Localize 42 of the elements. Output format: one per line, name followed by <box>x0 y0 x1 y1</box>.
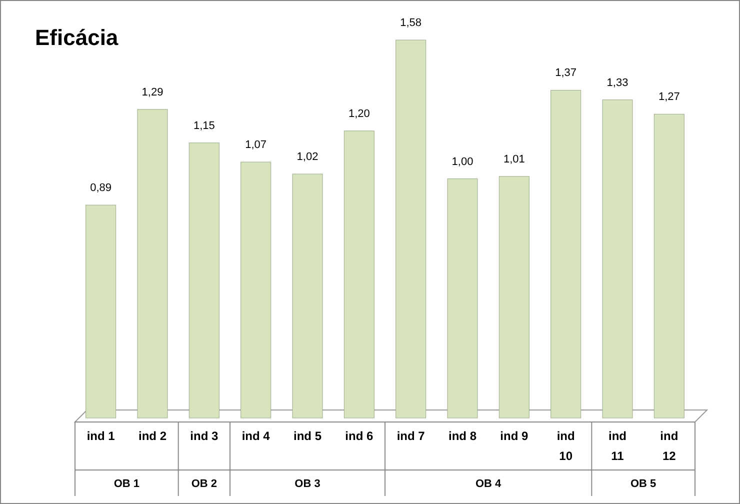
x-tick-label: ind 6 <box>345 429 374 443</box>
bar <box>86 204 116 418</box>
data-label: 1,01 <box>503 153 525 166</box>
chart-title: Eficácia <box>35 25 119 50</box>
data-label: 1,00 <box>452 156 474 168</box>
text: OB 2 <box>191 478 218 490</box>
x-tick-label: ind 3 <box>190 429 218 443</box>
bar <box>498 176 530 418</box>
bar <box>550 90 582 418</box>
x-tick-label: ind 9 <box>500 429 528 443</box>
data-label: 1,29 <box>142 86 164 98</box>
data-label: 1,07 <box>245 139 267 152</box>
bar <box>240 162 272 418</box>
x-tick-label: ind 11 <box>608 429 626 463</box>
bar <box>447 178 478 418</box>
data-label: 1,20 <box>348 108 370 120</box>
x-tick-label: ind 5 <box>293 429 322 443</box>
bar <box>344 130 374 418</box>
data-label: 1,27 <box>658 91 680 104</box>
bar <box>137 109 168 418</box>
x-tick-label: ind 1 <box>86 429 116 443</box>
bar <box>292 174 323 418</box>
data-label: 1,37 <box>555 67 577 80</box>
data-label: 1,33 <box>606 76 628 89</box>
text: OB 3 <box>294 478 320 490</box>
text: OB 1 <box>114 478 140 490</box>
x-tick-label: ind 2 <box>138 429 167 443</box>
data-label: 1,58 <box>400 17 422 29</box>
x-tick-label: ind 7 <box>396 429 426 443</box>
x-tick-label: ind 12 <box>660 429 678 463</box>
data-label: 1,15 <box>193 120 215 132</box>
x-tick-label: ind 10 <box>556 429 575 463</box>
text: OB 4 <box>475 478 502 490</box>
bar <box>188 142 220 418</box>
text: OB 5 <box>630 478 656 490</box>
x-tick-label: ind 8 <box>448 429 477 443</box>
bar <box>602 100 633 418</box>
x-tick-label: ind 4 <box>242 429 270 443</box>
bar <box>654 114 684 418</box>
data-label: 1,02 <box>296 150 318 163</box>
data-label: 0,89 <box>90 182 112 194</box>
bar <box>396 40 426 418</box>
